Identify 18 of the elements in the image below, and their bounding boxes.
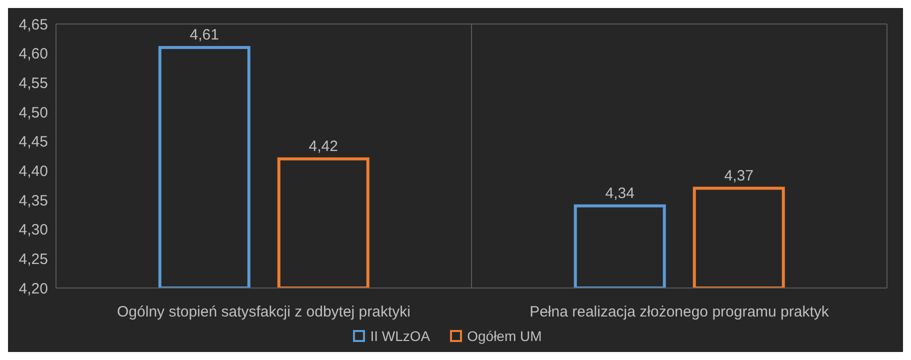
x-tick-label: Pełna realizacja złożonego programu praktyk <box>530 304 830 321</box>
y-tick-label: 4,25 <box>18 250 48 268</box>
data-label: 4,37 <box>724 167 754 184</box>
y-tick-label: 4,40 <box>18 162 48 180</box>
x-tick-label: Ogólny stopień satysfakcji z odbytej praktyki <box>117 304 410 321</box>
y-tick-label: 4,55 <box>18 74 48 92</box>
legend-label: Ogółem UM <box>467 328 542 344</box>
y-tick-label: 4,45 <box>18 134 48 151</box>
legend-label: II WLzOA <box>370 328 430 344</box>
y-tick-label: 4,50 <box>18 104 48 122</box>
data-label: 4,42 <box>308 138 338 155</box>
data-label: 4,34 <box>605 184 634 202</box>
y-tick-label: 4,35 <box>18 192 48 210</box>
y-tick-label: 4,60 <box>18 46 48 63</box>
y-tick-label: 4,65 <box>18 16 48 34</box>
data-label: 4,61 <box>190 26 219 44</box>
y-tick-label: 4,20 <box>18 280 48 298</box>
y-tick-label: 4,30 <box>18 222 48 239</box>
